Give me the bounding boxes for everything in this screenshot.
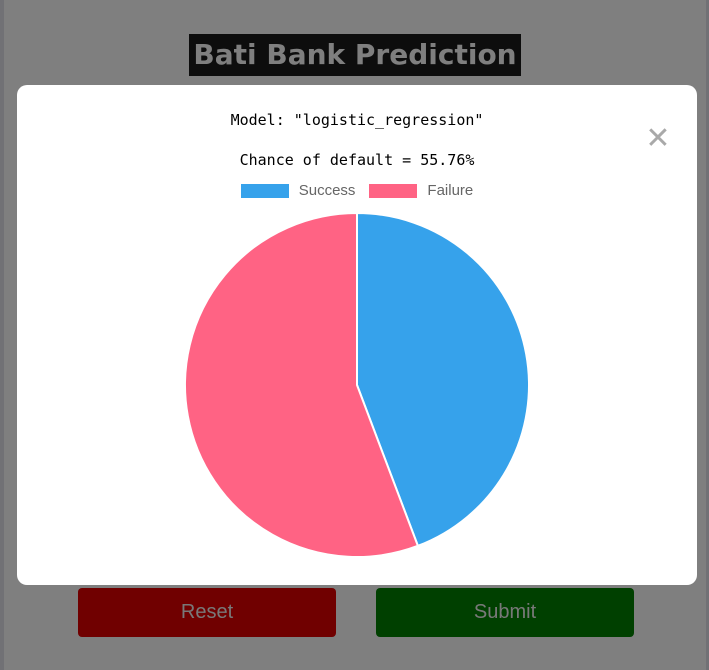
pie-slice-success[interactable] — [356, 211, 530, 548]
model-name-text: Model: "logistic_regression" — [230, 111, 484, 129]
prediction-modal: ✕ Model: "logistic_regression" Chance of… — [17, 85, 697, 585]
legend-label-success: Success — [298, 182, 356, 199]
legend-label-failure: Failure — [427, 182, 474, 199]
legend-item-success[interactable]: Success — [240, 182, 356, 199]
legend-swatch-failure — [369, 183, 418, 198]
chance-of-default-text: Chance of default = 55.76% — [239, 151, 475, 169]
pie-chart — [184, 211, 530, 558]
close-icon[interactable]: ✕ — [645, 121, 671, 156]
chart-legend: Success Failure — [17, 182, 697, 199]
pie-slice-failure[interactable] — [184, 211, 420, 558]
legend-swatch-success — [240, 183, 289, 198]
legend-item-failure[interactable]: Failure — [369, 182, 473, 199]
